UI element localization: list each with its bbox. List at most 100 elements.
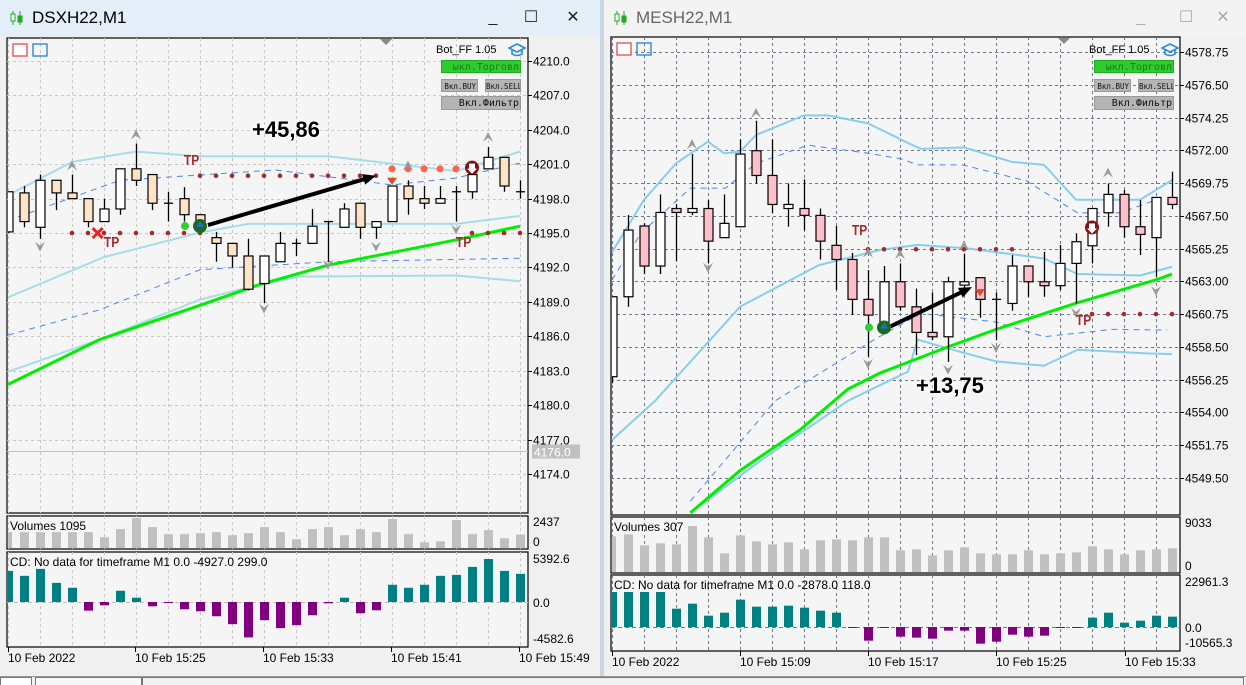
date-tick-label: 10 Feb 15:17: [868, 655, 939, 669]
take-profit-dot: [245, 173, 251, 178]
volume-bar: [484, 530, 493, 548]
candlestick-chart-icon: [614, 11, 627, 25]
candle-body: [831, 244, 842, 261]
price-tick-label: 4189.0: [533, 296, 570, 310]
take-profit-dot: [1153, 311, 1159, 317]
cd-bar: [1152, 615, 1161, 627]
date-tick-label: 10 Feb 15:49: [519, 651, 590, 665]
cd-bar: [800, 607, 809, 627]
minimize-button[interactable]: _: [488, 9, 498, 26]
expert-advisor-label: Bot_FF 1.05: [1089, 44, 1150, 56]
take-profit-label: TP: [851, 222, 868, 239]
object-list-icon: [12, 43, 28, 57]
toggle-buy-button[interactable]: Вкл.BUY: [1094, 79, 1131, 92]
toggle-sell-button[interactable]: Вкл.SELL: [485, 79, 521, 92]
cd-bar: [308, 602, 317, 616]
volume-bar: [388, 519, 397, 548]
toggle-trading-button[interactable]: ыкл.Торговл: [1094, 60, 1174, 73]
price-tick-label: 4578.75: [1185, 46, 1229, 60]
candle-body: [35, 179, 46, 228]
title-bar[interactable]: DSXH22,M1 _ ☐ ✕: [0, 0, 600, 36]
take-profit-dot: [197, 173, 203, 178]
volume-bar: [640, 545, 649, 572]
candle-body: [623, 229, 634, 298]
fractal-down-icon: [323, 260, 333, 271]
price-tick-label: 4198.0: [533, 193, 570, 207]
cd-axis-zero: 0.0: [533, 596, 550, 610]
title-bar[interactable]: MESH22,M1 _ ☐ ✕: [604, 0, 1246, 36]
current-price-badge: [532, 444, 580, 459]
toggle-filter-button[interactable]: Вкл.Фильтр: [1094, 96, 1174, 110]
chart-tab[interactable]: [0, 677, 32, 685]
chart-window-mesh22[interactable]: MESH22,M1 _ ☐ ✕ 4578.75 4576.50 4574.25 457…: [604, 0, 1246, 676]
cd-axis-min: -10565.3: [1185, 636, 1233, 650]
cd-bar: [228, 602, 237, 625]
trade-arrow-head: [958, 287, 972, 298]
volume-bar: [688, 526, 697, 572]
price-tick-label: 4567.50: [1185, 210, 1229, 224]
cd-bar: [292, 602, 301, 626]
volume-bar: [992, 554, 1001, 572]
toggle-trading-button[interactable]: ыкл.Торговл: [441, 60, 521, 73]
cd-bar: [196, 602, 205, 612]
cd-bar: [244, 602, 253, 638]
cd-bar: [736, 599, 745, 627]
cd-bar: [912, 627, 921, 638]
signal-dot: [452, 165, 460, 173]
take-profit-dot: [485, 230, 491, 236]
object-list-icon: [616, 42, 632, 56]
volume-bar: [624, 534, 633, 572]
price-chart[interactable]: 4578.75 4576.50 4574.25 4572.00 4569.75 4567.…: [604, 0, 1246, 676]
candle-body: [99, 208, 110, 223]
toggle-filter-button[interactable]: Вкл.Фильтр: [441, 96, 521, 110]
maximize-button[interactable]: ☐: [523, 9, 539, 26]
close-button[interactable]: ✕: [566, 9, 580, 26]
minimize-button[interactable]: _: [1136, 9, 1146, 26]
cd-axis-max: 5392.6: [533, 552, 570, 566]
candle-body: [179, 198, 190, 216]
candle-body: [863, 298, 874, 316]
price-tick-label: 4563.00: [1185, 275, 1229, 289]
cd-axis-zero: 0.0: [1185, 621, 1202, 635]
toggle-buy-button[interactable]: Вкл.BUY: [441, 79, 478, 92]
toggle-sell-button[interactable]: Вкл.SELL: [1138, 79, 1174, 92]
candle-body: [115, 168, 126, 210]
bollinger-middle-line: [8, 214, 521, 299]
chart-tab[interactable]: [35, 677, 142, 685]
date-tick-label: 10 Feb 2022: [612, 655, 680, 669]
volumes-label: Volumes 307: [614, 520, 684, 534]
cd-bar: [1136, 620, 1145, 627]
cd-bar: [148, 602, 157, 607]
trade-arrow-line: [207, 176, 369, 227]
candle-body: [467, 173, 478, 193]
fractal-down-icon: [1071, 307, 1081, 318]
take-profit-dot: [929, 246, 935, 252]
close-button[interactable]: ✕: [1216, 9, 1230, 26]
cd-bar: [276, 602, 285, 629]
cd-bar: [784, 605, 793, 627]
cd-bar: [100, 602, 109, 606]
take-profit-dot: [1089, 311, 1095, 317]
maximize-button[interactable]: ☐: [1178, 9, 1194, 26]
volume-bar: [672, 544, 681, 572]
take-profit-dot: [1105, 311, 1111, 317]
price-tick-label: 4569.75: [1185, 177, 1229, 191]
indicator-list-icon: [32, 43, 48, 57]
take-profit-dot: [881, 246, 887, 252]
fractal-up-icon: [483, 131, 493, 142]
chart-tab[interactable]: [142, 677, 1244, 685]
candle-body: [1119, 193, 1130, 228]
price-tick-label: 4204.0: [533, 124, 570, 138]
chart-window-dsxh22[interactable]: DSXH22,M1 _ ☐ ✕ 4210.0 4207.0 4204.0 4201.0…: [0, 0, 601, 676]
take-profit-dot: [85, 230, 91, 236]
take-profit-dot: [229, 173, 235, 178]
chart-shift-marker: [380, 39, 392, 45]
fractal-down-icon: [1151, 286, 1161, 297]
volume-bar: [612, 536, 616, 572]
cd-bar: [436, 575, 445, 602]
price-chart[interactable]: 4210.0 4207.0 4204.0 4201.0 4198.0 4195.0 4192…: [0, 0, 600, 676]
volume-bar: [452, 520, 461, 548]
window-splitter[interactable]: [600, 0, 604, 684]
cd-bar: [688, 603, 697, 627]
volume-bar: [928, 555, 937, 572]
